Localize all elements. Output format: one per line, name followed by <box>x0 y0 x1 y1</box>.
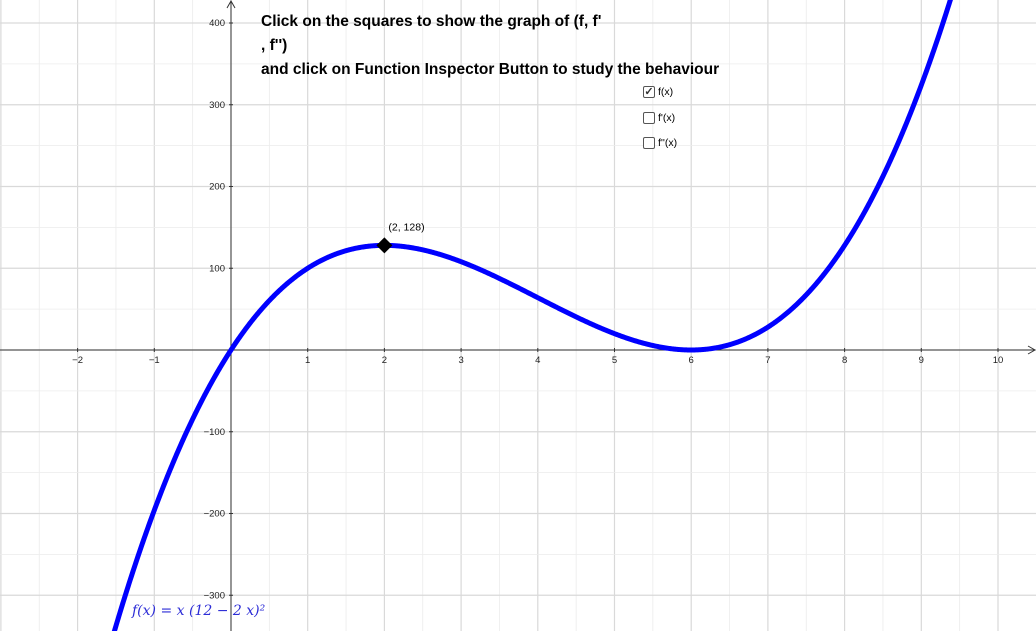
y-tick-label: −100 <box>204 427 225 438</box>
x-tick-label: 5 <box>612 355 617 366</box>
maximum-point-marker <box>376 237 393 254</box>
x-tick-label: −2 <box>72 355 83 366</box>
function-formula: f(x) = x (12 − 2 x)² <box>132 603 266 619</box>
x-tick-label: 3 <box>458 355 463 366</box>
y-tick-label: 400 <box>209 18 225 29</box>
y-tick-label: 300 <box>209 100 225 111</box>
checkbox-f-prime-box[interactable] <box>643 112 655 124</box>
x-tick-label: 8 <box>842 355 847 366</box>
x-tick-label: 7 <box>765 355 770 366</box>
y-tick-label: 100 <box>209 263 225 274</box>
maximum-point-label: (2, 128) <box>388 221 424 233</box>
checkbox-f-label: f(x) <box>658 86 674 98</box>
instructions-text: Click on the squares to show the graph o… <box>261 10 719 82</box>
checkbox-f[interactable]: ✓ f(x) <box>643 86 673 98</box>
checkbox-f-prime[interactable]: f'(x) <box>643 112 675 124</box>
checkbox-f-double-prime-box[interactable] <box>643 137 655 149</box>
y-tick-label: −300 <box>204 590 225 601</box>
function-curve-f <box>111 0 953 631</box>
tick-labels: −2 −1 1 2 3 4 5 6 7 8 9 10 −300 −200 −100 100 200 300 400 <box>72 18 1003 601</box>
x-tick-label: 1 <box>305 355 310 366</box>
curve-layer <box>111 0 953 631</box>
x-tick-label: 9 <box>919 355 924 366</box>
y-axis-arrow-icon <box>226 0 236 9</box>
x-tick-label: 6 <box>689 355 694 366</box>
y-tick-label: −200 <box>204 509 225 520</box>
x-tick-label: 4 <box>535 355 540 366</box>
x-axis-arrow-icon <box>1027 345 1036 355</box>
y-tick-label: 200 <box>209 182 225 193</box>
checkbox-f-prime-label: f'(x) <box>658 112 676 124</box>
checkbox-f-double-prime-label: f''(x) <box>658 137 678 149</box>
x-tick-label: −1 <box>149 355 160 366</box>
x-tick-label: 10 <box>993 355 1004 366</box>
instructions-line-2: , f'') <box>261 37 288 54</box>
checkmark-icon: ✓ <box>644 85 654 98</box>
x-tick-label: 2 <box>382 355 387 366</box>
checkbox-f-box[interactable]: ✓ <box>643 86 655 98</box>
instructions-line-1: Click on the squares to show the graph o… <box>261 13 602 30</box>
point-layer: (2, 128) <box>376 221 425 254</box>
checkbox-f-double-prime[interactable]: f''(x) <box>643 137 677 149</box>
instructions-line-3: and click on Function Inspector Button t… <box>261 61 720 78</box>
